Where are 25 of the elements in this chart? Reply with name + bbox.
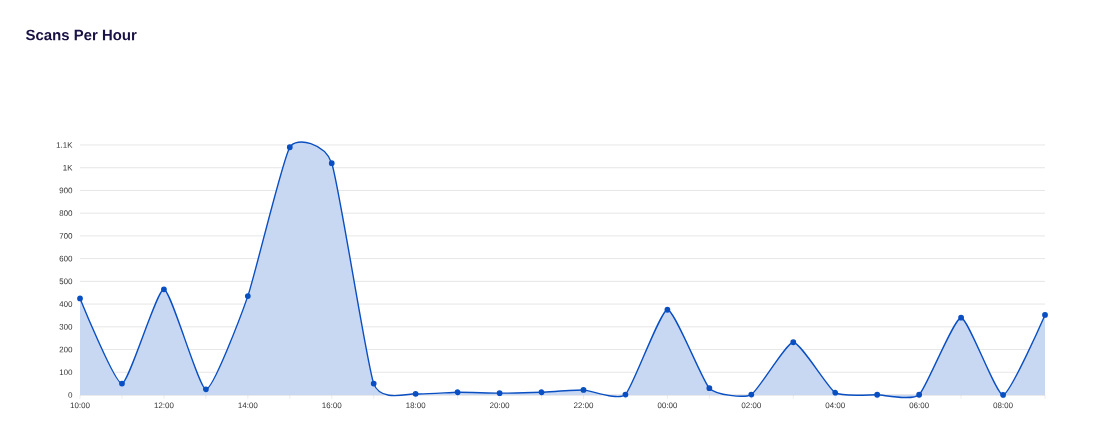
point	[538, 389, 545, 396]
point	[622, 391, 629, 398]
point	[706, 385, 713, 392]
point	[454, 389, 461, 396]
point	[874, 391, 881, 398]
point	[286, 144, 293, 151]
point	[244, 293, 251, 300]
point	[958, 314, 964, 321]
point	[790, 339, 797, 346]
chart-title: Scans Per Hour	[25, 29, 137, 41]
point	[412, 390, 419, 397]
point	[161, 286, 167, 293]
point	[832, 389, 839, 396]
point	[328, 160, 335, 167]
point	[119, 380, 125, 387]
point	[664, 306, 671, 313]
point	[77, 295, 83, 302]
point	[496, 390, 503, 397]
point	[916, 391, 923, 398]
point	[1042, 312, 1048, 318]
point	[748, 391, 755, 398]
point	[580, 387, 587, 393]
point	[370, 380, 377, 387]
point	[1000, 392, 1006, 398]
point	[202, 386, 209, 393]
